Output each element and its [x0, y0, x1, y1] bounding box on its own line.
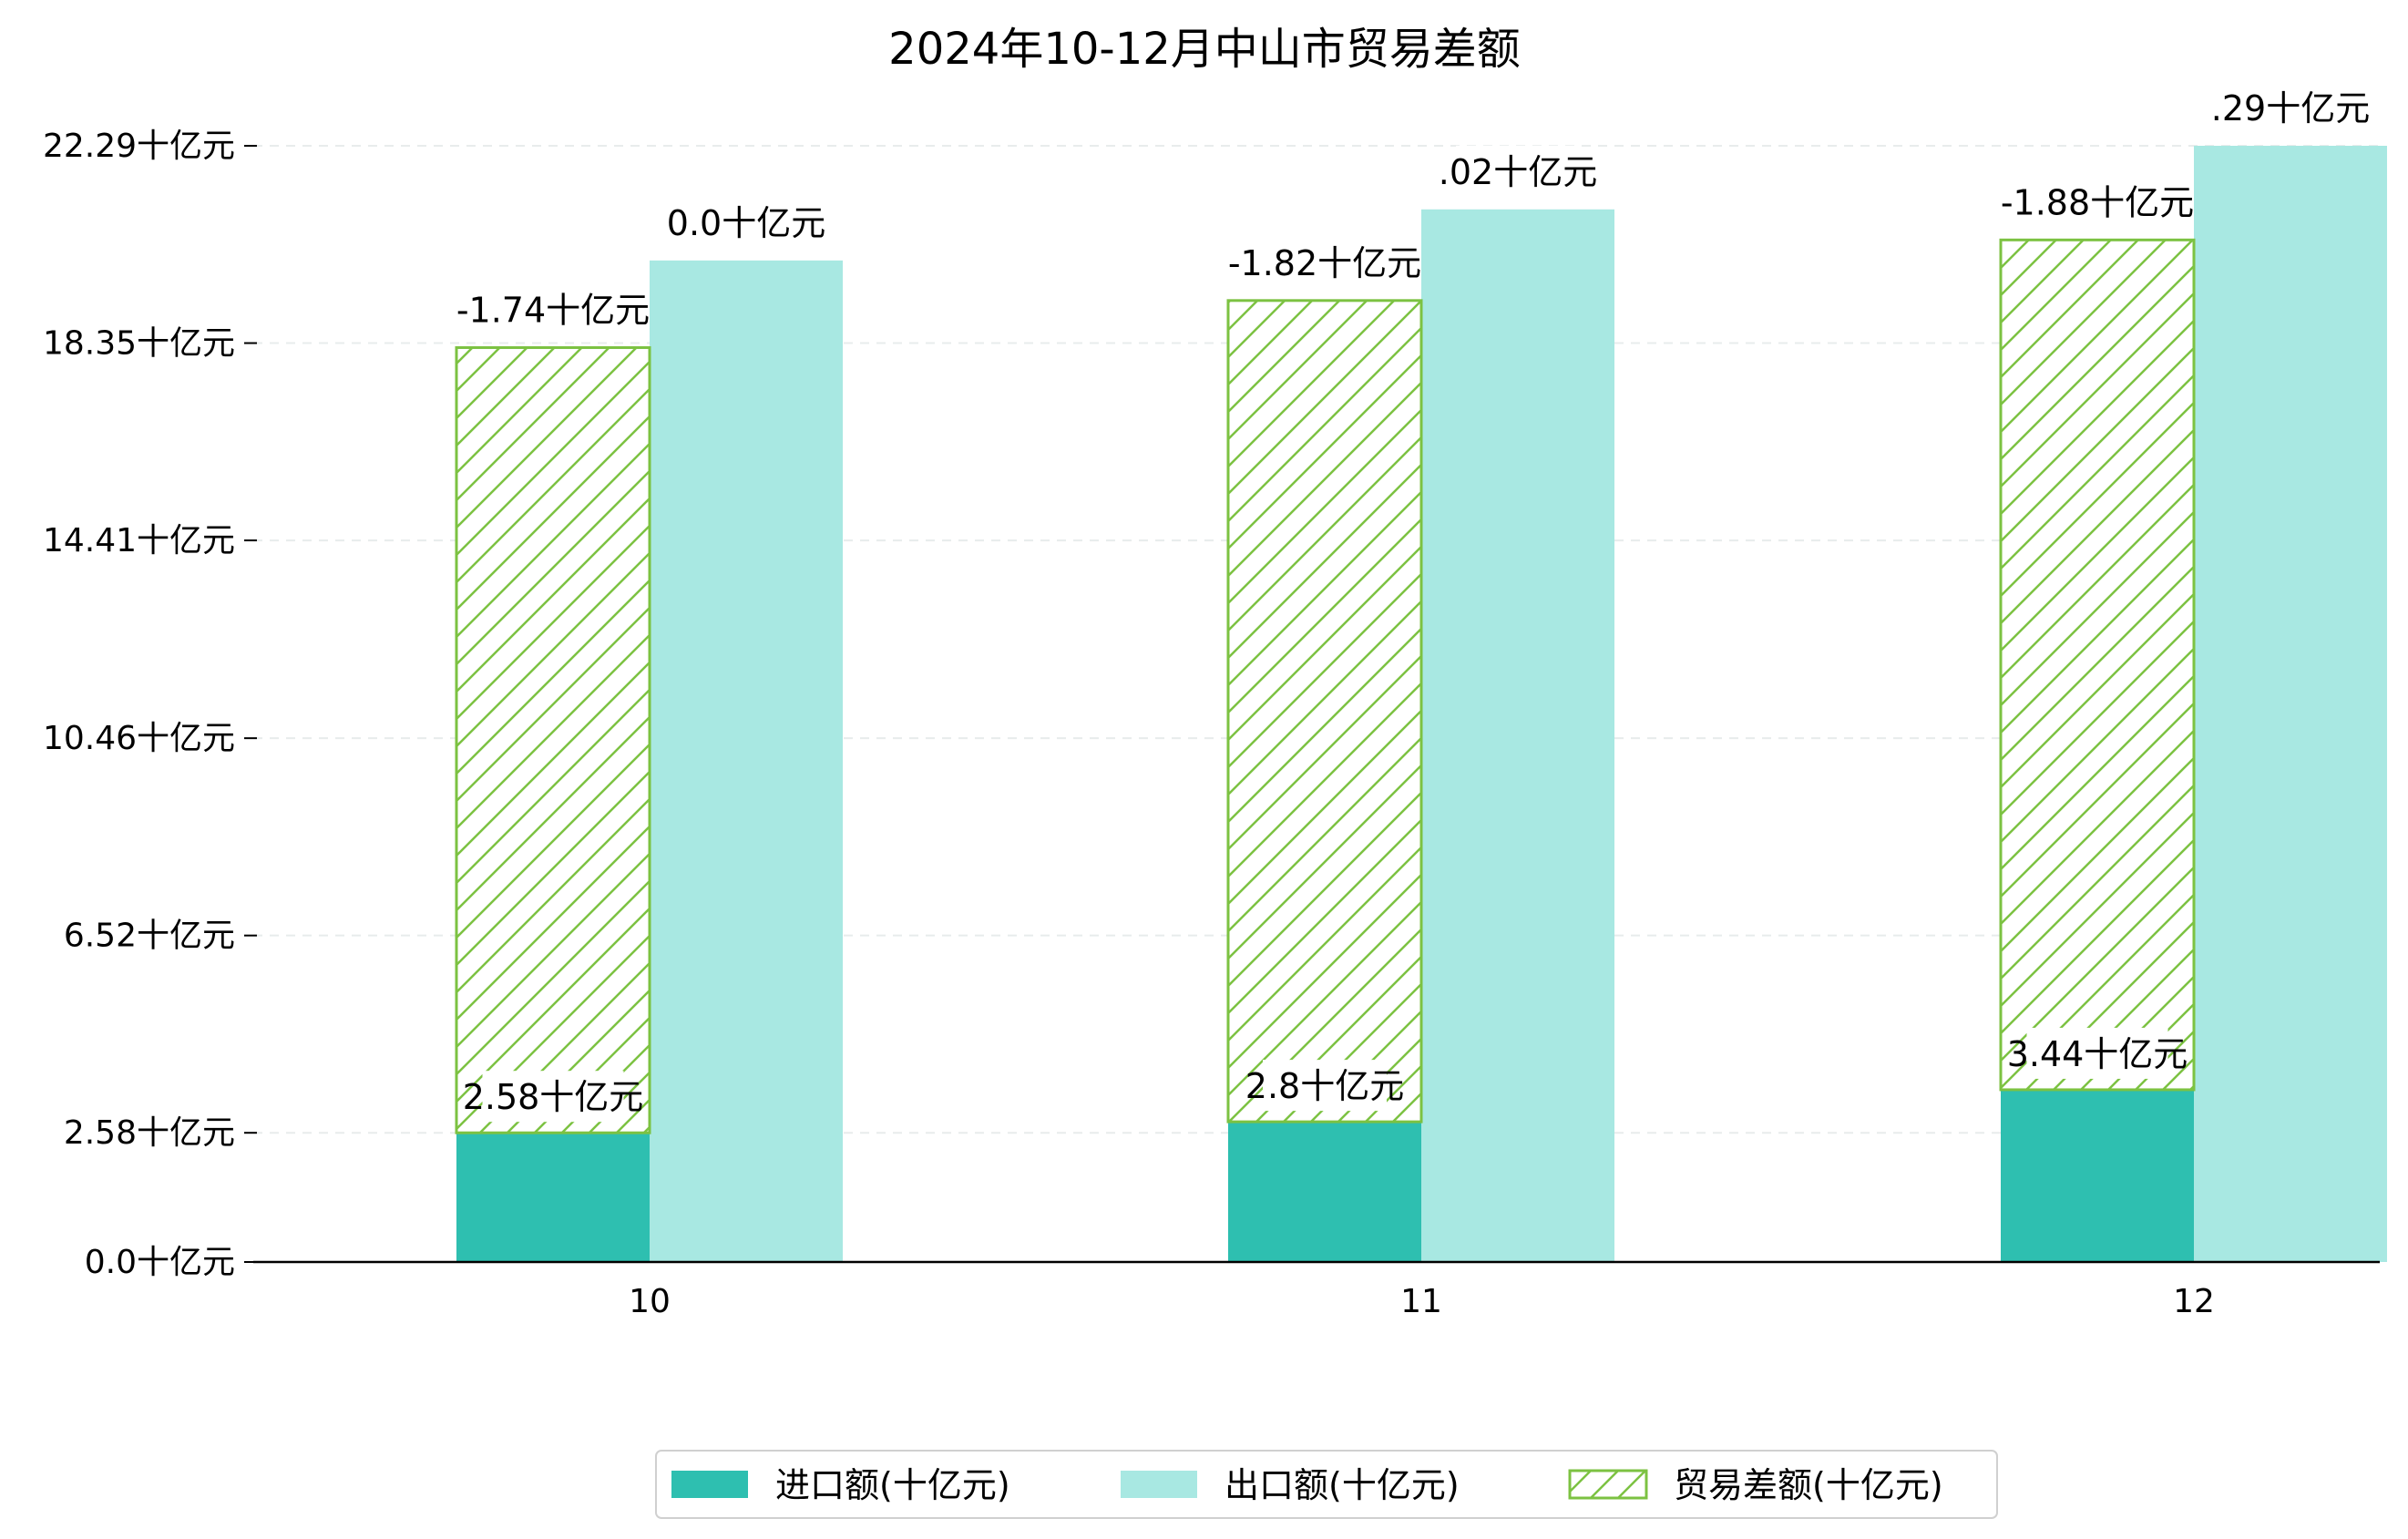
balance-value-label-bg [2018, 176, 2177, 228]
legend-label: 贸易差额(十亿元) [1674, 1465, 1943, 1505]
balance-value-label: -1.88十亿元 [2001, 182, 2194, 222]
axes: 0.0十亿元 2.58十亿元 6.52十亿元 10.46十亿元 14.41十亿元 18.3… [43, 128, 2380, 1320]
export-bar [650, 260, 843, 1262]
import-value-label: 2.8十亿元 [1245, 1066, 1404, 1106]
export-bar [2194, 146, 2387, 1262]
legend: 进口额(十亿元) 出口额(十亿元) 贸易差额(十亿元) [655, 1450, 1998, 1519]
legend-swatch [1568, 1469, 1648, 1500]
export-value-label-bg [1456, 145, 1580, 197]
legend-label: 出口额(十亿元) [1224, 1465, 1460, 1505]
x-tick-label: 12 [2173, 1283, 2215, 1320]
legend-label: 进口额(十亿元) [775, 1465, 1010, 1505]
import-value-label-bg [1263, 1060, 1387, 1112]
y-tick-label: 18.35十亿元 [43, 325, 235, 363]
y-tick-label: 0.0十亿元 [85, 1244, 235, 1281]
y-tick-label: 2.58十亿元 [64, 1114, 235, 1152]
balance-value-label-bg [474, 283, 632, 335]
import-value-label-bg [2026, 1027, 2168, 1079]
y-tick-label: 10.46十亿元 [43, 720, 235, 757]
y-tick-label: 22.29十亿元 [43, 128, 235, 165]
balance-value-label: -1.74十亿元 [456, 290, 650, 330]
import-value-label: 2.58十亿元 [463, 1077, 644, 1117]
bars [455, 146, 2387, 1262]
y-tick-label: 6.52十亿元 [64, 918, 235, 955]
export-value-label-bg [684, 196, 808, 248]
chart-title: 2024年10-12月中山市贸易差额 [888, 24, 1521, 75]
data-labels: 0.0十亿元 -1.74十亿元 2.58十亿元 .02十亿元 -1.82十亿元 2.8十亿… [456, 82, 2370, 1123]
balance-bar [1226, 299, 1423, 1123]
x-tick-label: 10 [629, 1283, 671, 1320]
balance-value-label: -1.82十亿元 [1228, 243, 1421, 283]
import-value-label-bg [482, 1071, 624, 1123]
balance-bar [1999, 238, 2196, 1092]
balance-value-label-bg [1245, 236, 1404, 288]
export-value-label: 0.0十亿元 [667, 203, 825, 243]
import-bar [456, 1133, 650, 1262]
import-value-label: 3.44十亿元 [2007, 1034, 2188, 1074]
import-bar [1228, 1122, 1421, 1262]
export-value-label-bg [2229, 82, 2352, 133]
export-value-label: .29十亿元 [2211, 88, 2370, 128]
export-value-label: .02十亿元 [1439, 152, 1597, 192]
import-bar [2001, 1089, 2194, 1262]
x-tick-label: 11 [1400, 1283, 1442, 1320]
balance-bar [455, 345, 651, 1134]
legend-swatch [671, 1471, 748, 1498]
legend-swatch [1121, 1471, 1197, 1498]
export-bar [1421, 209, 1614, 1262]
y-tick-label: 14.41十亿元 [43, 522, 235, 559]
legend-box [655, 1450, 1998, 1519]
